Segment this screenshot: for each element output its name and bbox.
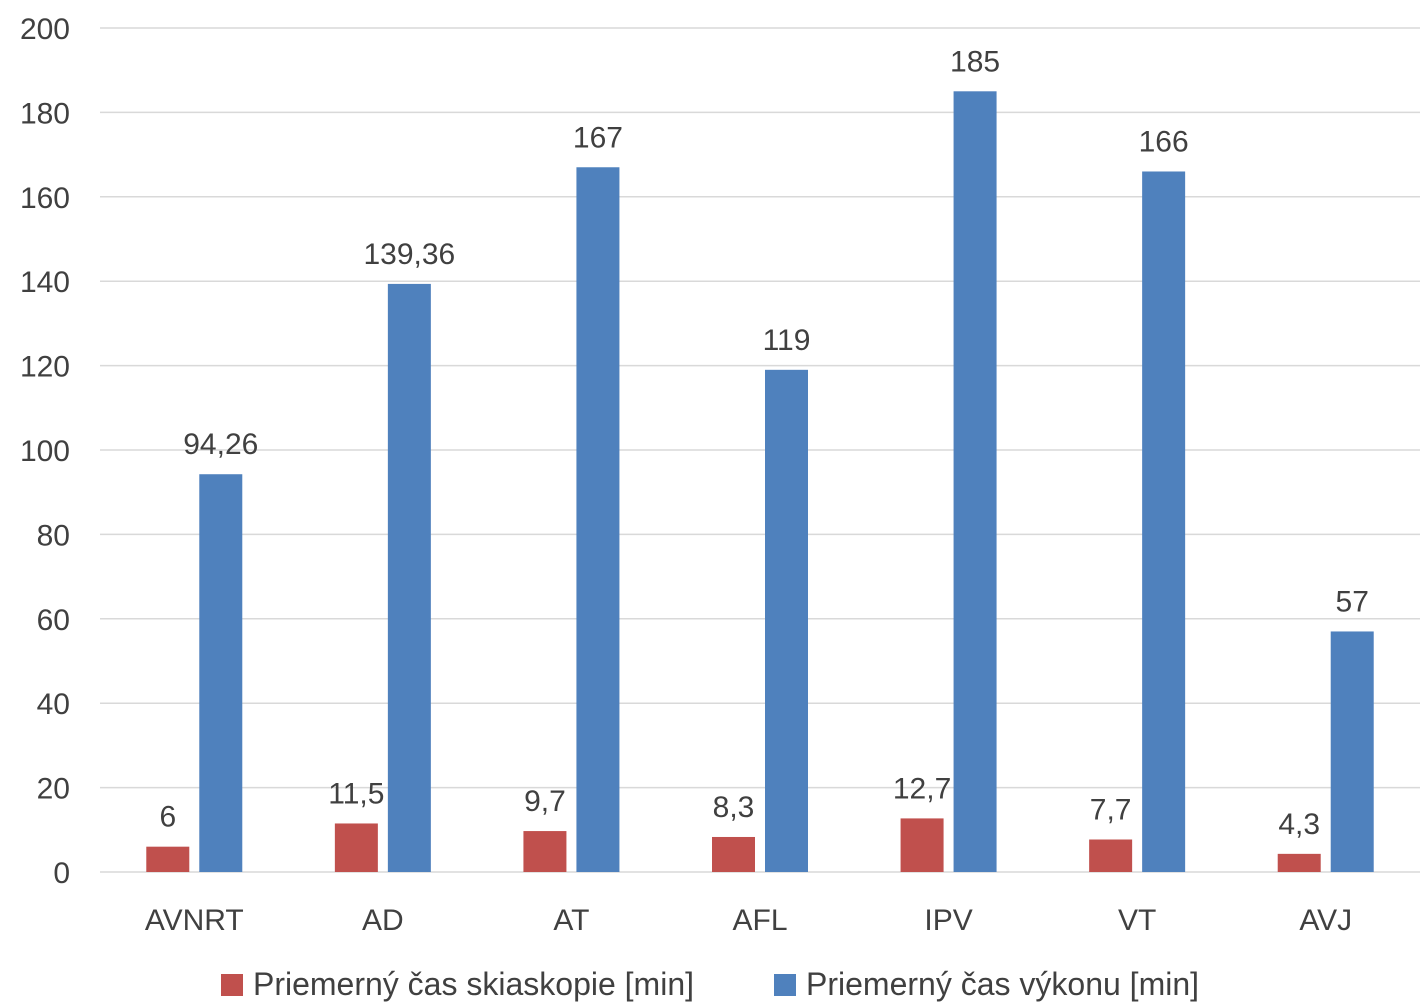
- x-category-label-avj: AVJ: [1299, 904, 1352, 937]
- legend-item-skiaskopia: Priemerný čas skiaskopie [min]: [220, 966, 694, 1003]
- bar-skiaskopia-at: [523, 831, 567, 872]
- y-tick-label: 0: [53, 857, 70, 890]
- data-label-skiaskopia-at: 9,7: [524, 785, 566, 818]
- bar-vykon-vt: [1142, 171, 1186, 873]
- y-tick-label: 120: [20, 351, 70, 384]
- y-tick-label: 140: [20, 266, 70, 299]
- data-labels: 6 94,26 11,5 139,36 9,7 167 8,3 119 12,7 185 7,7 16…: [159, 45, 1368, 841]
- x-category-label-vt: VT: [1118, 904, 1156, 937]
- x-category-label-afl: AFL: [732, 904, 787, 937]
- data-label-skiaskopia-ad: 11,5: [328, 777, 384, 810]
- x-category-label-ad: AD: [362, 904, 404, 937]
- data-label-skiaskopia-ipv: 12,7: [893, 772, 951, 805]
- x-category-label-at: AT: [553, 904, 589, 937]
- bar-skiaskopia-avj: [1277, 853, 1321, 872]
- legend-label-skiaskopia: Priemerný čas skiaskopie [min]: [252, 966, 694, 1002]
- data-label-vykon-vt: 166: [1139, 125, 1189, 158]
- y-tick-label: 100: [20, 435, 70, 468]
- y-tick-label: 60: [37, 604, 70, 637]
- bar-chart: 0 20 40 60 80 100 120 140 160 180 200 6 94,26 11,5 13…: [20, 13, 1420, 937]
- data-label-skiaskopia-vt: 7,7: [1090, 794, 1132, 827]
- y-tick-label: 200: [20, 13, 70, 46]
- bar-vykon-ad: [387, 283, 431, 873]
- x-category-label-avnrt: AVNRT: [145, 904, 244, 937]
- bar-skiaskopia-ad: [334, 823, 378, 872]
- data-label-vykon-afl: 119: [763, 324, 811, 357]
- y-tick-label: 160: [20, 182, 70, 215]
- bar-vykon-ipv: [953, 91, 997, 873]
- data-label-vykon-ipv: 185: [950, 45, 1000, 78]
- bar-vykon-at: [576, 167, 620, 872]
- bar-vykon-afl: [765, 369, 808, 872]
- gridlines: [100, 27, 1420, 873]
- y-tick-label: 180: [20, 97, 70, 130]
- bar-vykon-avnrt: [199, 474, 243, 872]
- y-tick-label: 20: [37, 773, 70, 806]
- legend: Priemerný čas skiaskopie [min] Priemerný…: [0, 966, 1420, 1003]
- bar-skiaskopia-ipv: [900, 818, 944, 872]
- bar-skiaskopia-afl: [712, 836, 755, 872]
- bars: [146, 91, 1374, 873]
- data-label-vykon-avnrt: 94,26: [183, 428, 258, 461]
- legend-item-vykon: Priemerný čas výkonu [min]: [774, 966, 1199, 1003]
- x-axis-category-labels: AVNRT AD AT AFL IPV VT AVJ: [145, 904, 1352, 937]
- legend-swatch-vykon: [774, 973, 796, 996]
- bar-skiaskopia-avnrt: [146, 846, 190, 872]
- data-label-skiaskopia-afl: 8,3: [713, 791, 755, 824]
- legend-swatch-skiaskopia: [220, 973, 243, 996]
- data-label-skiaskopia-avj: 4,3: [1278, 808, 1320, 841]
- x-category-label-ipv: IPV: [924, 904, 972, 937]
- data-label-vykon-ad: 139,36: [363, 238, 455, 271]
- data-label-skiaskopia-avnrt: 6: [159, 801, 176, 834]
- data-label-vykon-at: 167: [573, 121, 623, 154]
- data-label-vykon-avj: 57: [1336, 585, 1369, 618]
- bar-vykon-avj: [1330, 631, 1374, 872]
- y-tick-label: 40: [37, 688, 70, 721]
- bar-skiaskopia-vt: [1089, 839, 1133, 872]
- y-axis-tick-labels: 0 20 40 60 80 100 120 140 160 180 200: [20, 13, 70, 890]
- legend-label-vykon: Priemerný čas výkonu [min]: [806, 966, 1200, 1002]
- y-tick-label: 80: [37, 519, 70, 552]
